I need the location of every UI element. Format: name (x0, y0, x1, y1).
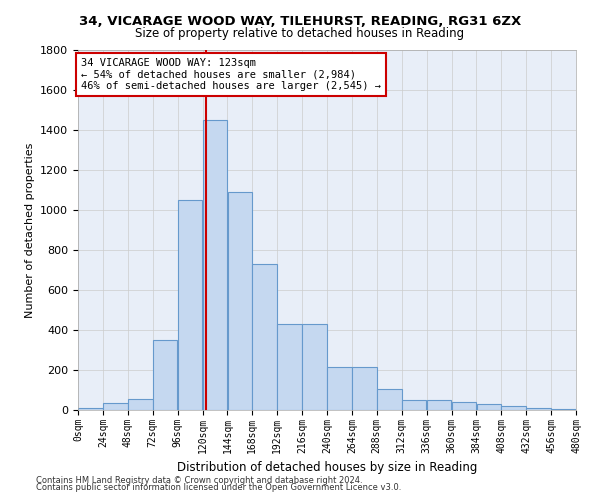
X-axis label: Distribution of detached houses by size in Reading: Distribution of detached houses by size … (177, 461, 477, 474)
Bar (452, 402, 476, 410)
Text: 34 VICARAGE WOOD WAY: 123sqm
← 54% of detached houses are smaller (2,984)
46% of: 34 VICARAGE WOOD WAY: 123sqm ← 54% of de… (81, 58, 381, 91)
Text: Contains HM Land Registry data © Crown copyright and database right 2024.: Contains HM Land Registry data © Crown c… (36, 476, 362, 485)
Bar (203, 120, 227, 410)
Y-axis label: Number of detached properties: Number of detached properties (25, 142, 35, 318)
Bar (253, 264, 277, 410)
Bar (128, 399, 152, 410)
Bar (377, 389, 401, 410)
Bar (178, 200, 202, 410)
Bar (352, 367, 377, 410)
Bar (327, 367, 352, 410)
Text: 34, VICARAGE WOOD WAY, TILEHURST, READING, RG31 6ZX: 34, VICARAGE WOOD WAY, TILEHURST, READIN… (79, 15, 521, 28)
Bar (427, 400, 451, 410)
Bar (526, 408, 551, 410)
Bar (277, 324, 302, 410)
Bar (103, 403, 128, 410)
Bar (502, 406, 526, 410)
Bar (153, 340, 178, 410)
Text: Size of property relative to detached houses in Reading: Size of property relative to detached ho… (136, 28, 464, 40)
Bar (302, 324, 327, 410)
Text: Contains public sector information licensed under the Open Government Licence v3: Contains public sector information licen… (36, 484, 401, 492)
Bar (227, 192, 252, 410)
Bar (551, 409, 576, 410)
Bar (78, 408, 103, 410)
Bar (476, 404, 501, 410)
Bar (402, 400, 427, 410)
